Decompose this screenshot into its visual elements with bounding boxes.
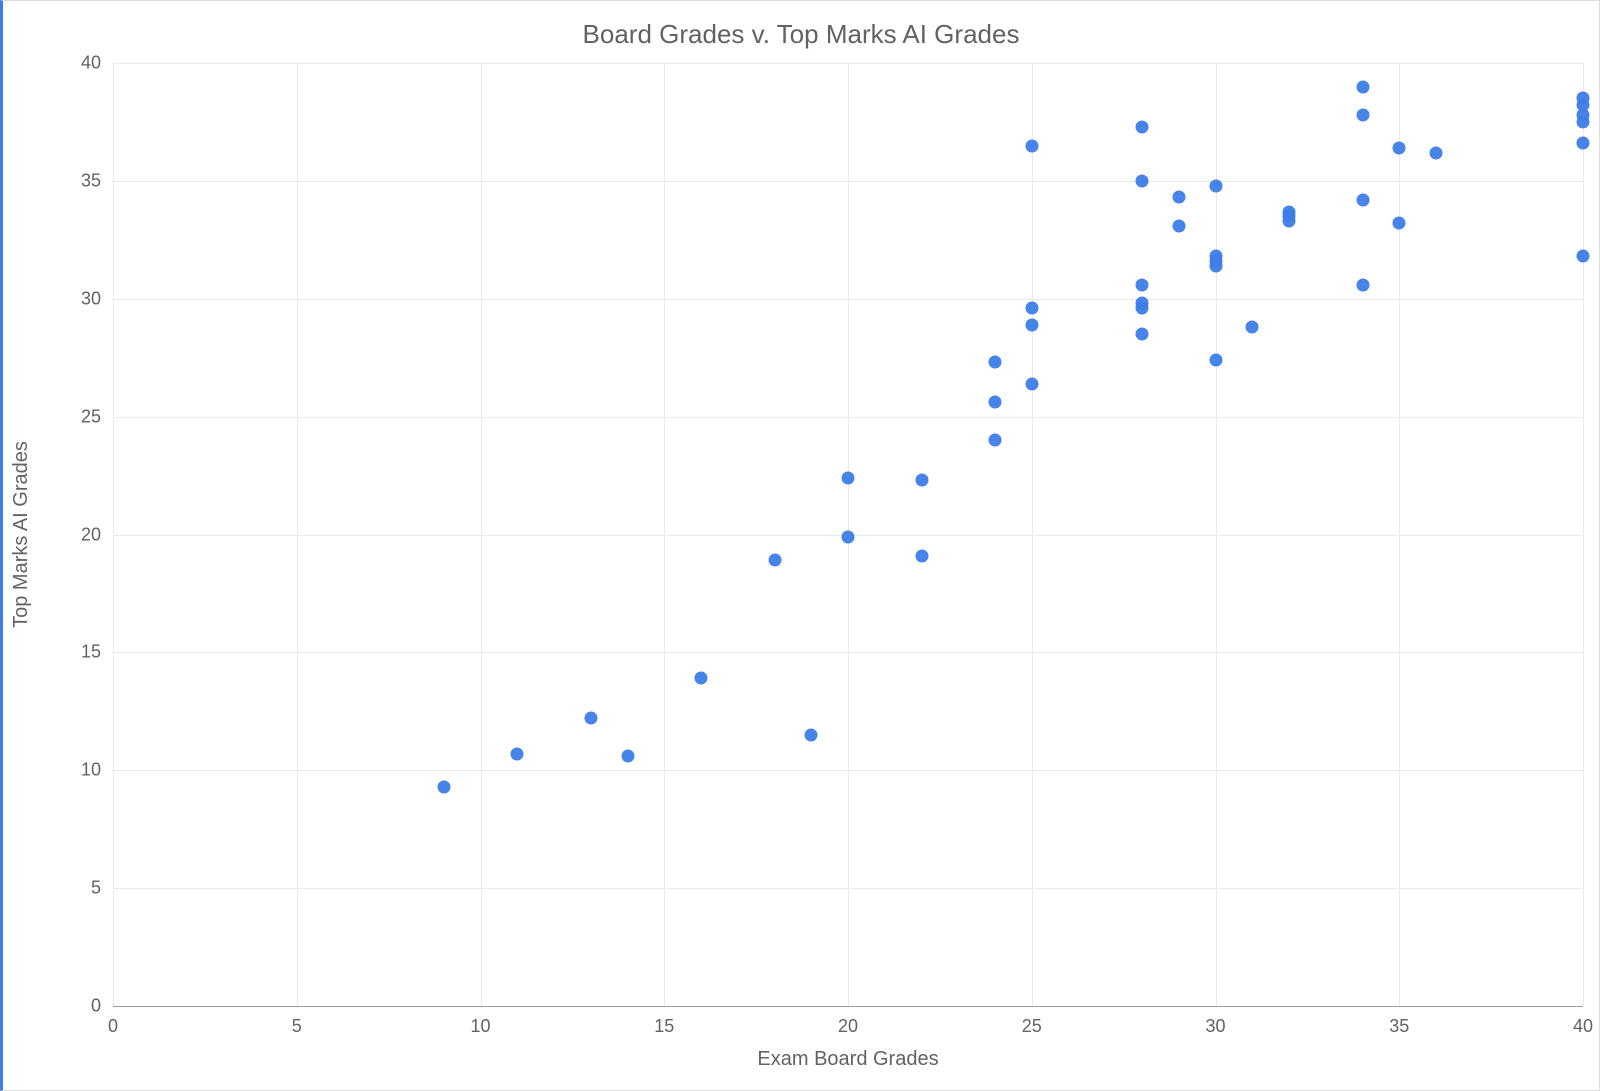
data-point: [511, 747, 524, 760]
data-point: [1136, 328, 1149, 341]
data-point: [1577, 137, 1590, 150]
data-point: [915, 474, 928, 487]
x-tick-label: 20: [838, 1016, 858, 1037]
y-tick-label: 25: [81, 406, 101, 427]
y-tick-label: 15: [81, 642, 101, 663]
data-point: [1025, 302, 1038, 315]
data-point: [915, 549, 928, 562]
data-point: [989, 434, 1002, 447]
x-tick-label: 10: [470, 1016, 490, 1037]
data-point: [989, 356, 1002, 369]
data-point: [1356, 108, 1369, 121]
x-axis-line: [113, 1006, 1583, 1007]
gridline-horizontal: [113, 417, 1583, 418]
data-point: [1136, 120, 1149, 133]
x-tick-label: 5: [292, 1016, 302, 1037]
data-point: [1172, 191, 1185, 204]
gridline-horizontal: [113, 63, 1583, 64]
data-point: [1209, 354, 1222, 367]
gridline-horizontal: [113, 770, 1583, 771]
data-point: [1136, 278, 1149, 291]
data-point: [1393, 217, 1406, 230]
x-tick-label: 25: [1022, 1016, 1042, 1037]
gridline-horizontal: [113, 181, 1583, 182]
y-tick-label: 30: [81, 288, 101, 309]
y-tick-label: 35: [81, 170, 101, 191]
gridline-horizontal: [113, 299, 1583, 300]
gridline-horizontal: [113, 652, 1583, 653]
data-point: [1136, 174, 1149, 187]
y-axis-title: Top Marks AI Grades: [10, 63, 33, 1006]
data-point: [1356, 278, 1369, 291]
data-point: [437, 780, 450, 793]
data-point: [584, 712, 597, 725]
data-point: [1172, 219, 1185, 232]
data-point: [1209, 179, 1222, 192]
data-point: [1209, 259, 1222, 272]
y-tick-label: 20: [81, 524, 101, 545]
data-point: [768, 554, 781, 567]
chart-title: Board Grades v. Top Marks AI Grades: [3, 19, 1599, 50]
data-point: [1577, 250, 1590, 263]
x-tick-label: 35: [1389, 1016, 1409, 1037]
gridline-vertical: [1583, 63, 1584, 1006]
data-point: [805, 728, 818, 741]
data-point: [842, 530, 855, 543]
data-point: [1393, 141, 1406, 154]
data-point: [1356, 80, 1369, 93]
gridline-horizontal: [113, 888, 1583, 889]
data-point: [1025, 318, 1038, 331]
data-point: [1430, 146, 1443, 159]
data-point: [695, 672, 708, 685]
data-point: [621, 750, 634, 763]
data-point: [1246, 321, 1259, 334]
data-point: [842, 471, 855, 484]
data-point: [1136, 302, 1149, 315]
x-tick-label: 30: [1205, 1016, 1225, 1037]
data-point: [989, 396, 1002, 409]
data-point: [1356, 193, 1369, 206]
data-point: [1577, 115, 1590, 128]
data-point: [1025, 139, 1038, 152]
x-tick-label: 15: [654, 1016, 674, 1037]
y-tick-label: 10: [81, 760, 101, 781]
plot-area: [113, 63, 1583, 1006]
y-tick-label: 40: [81, 53, 101, 74]
x-axis-title: Exam Board Grades: [113, 1048, 1583, 1071]
y-tick-label: 0: [91, 996, 101, 1017]
chart-frame: Board Grades v. Top Marks AI Grades Exam…: [0, 0, 1600, 1091]
x-tick-label: 40: [1573, 1016, 1593, 1037]
data-point: [1283, 214, 1296, 227]
x-tick-label: 0: [108, 1016, 118, 1037]
y-tick-label: 5: [91, 878, 101, 899]
data-point: [1025, 377, 1038, 390]
